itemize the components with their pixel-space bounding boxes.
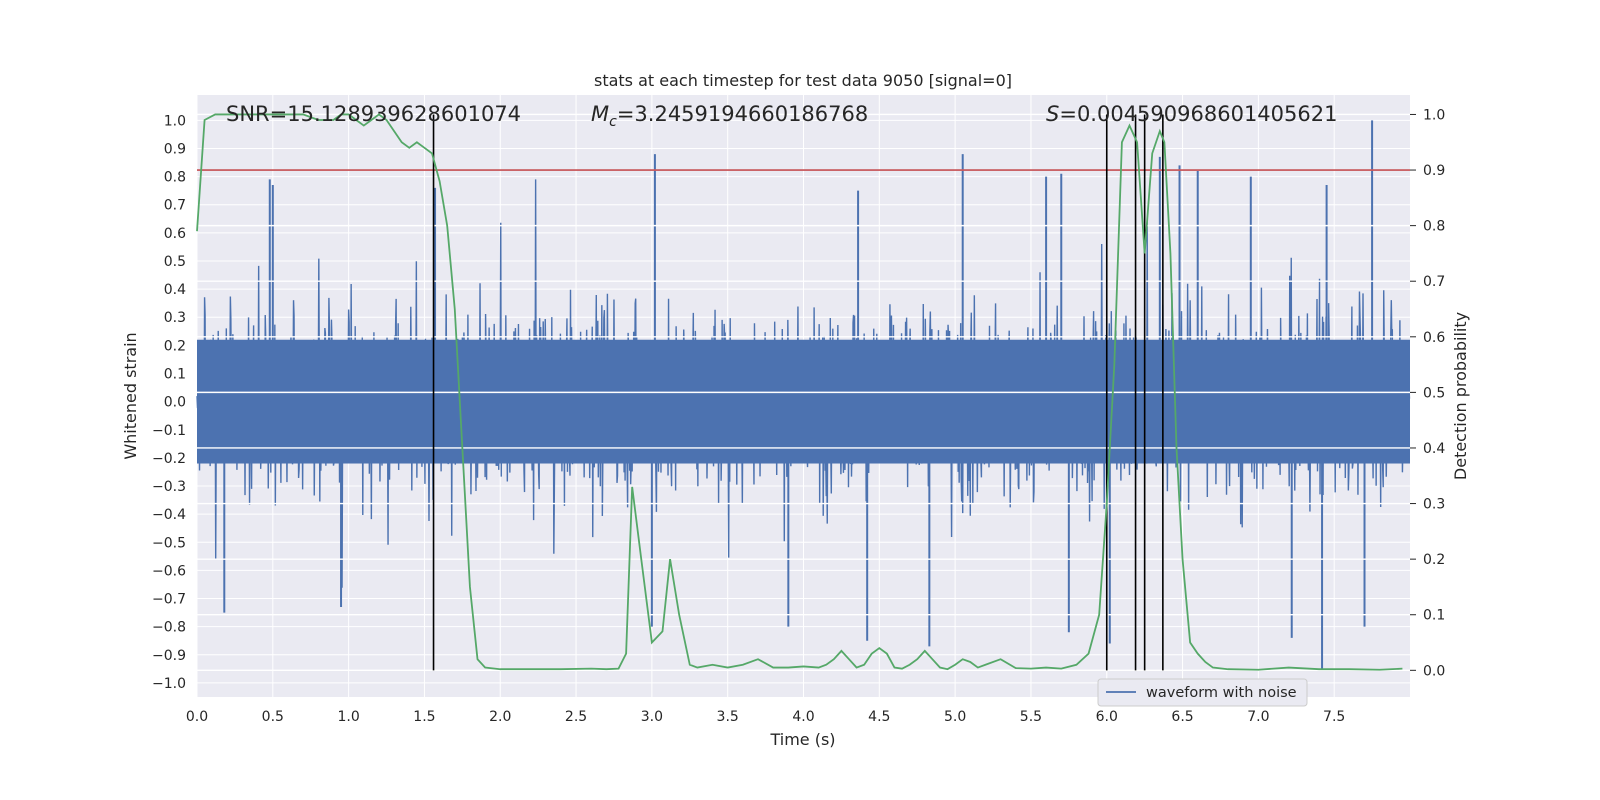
y2-tick-label: 0.0 <box>1423 663 1445 679</box>
waveform-core <box>197 339 1410 464</box>
y-tick-label: −0.9 <box>152 648 186 664</box>
x-tick-label: 1.0 <box>337 709 359 725</box>
chirp-mass-value: =3.2459194660186768 <box>617 102 868 126</box>
y-tick-label: 0.7 <box>164 198 186 214</box>
y-tick-label: −0.7 <box>152 592 186 608</box>
y-axis-label: Whitened strain <box>121 332 140 459</box>
y-tick-label: 0.1 <box>164 366 186 382</box>
y2-tick-labels: 1.0 0.9 0.8 0.7 0.6 0.5 0.4 0.3 0.2 0.1 0.0 <box>1410 107 1445 679</box>
s-value: =0.004590968601405621 <box>1059 102 1337 126</box>
chirp-mass-symbol: M <box>591 102 609 126</box>
snr-annotation: SNR=15.128939628601074 <box>226 102 521 126</box>
y2-tick-label: 0.9 <box>1423 163 1445 179</box>
s-annotation: S=0.004590968601405621 <box>1046 102 1337 126</box>
x-tick-label: 2.5 <box>565 709 587 725</box>
x-tick-label: 4.0 <box>792 709 814 725</box>
chirp-mass-subscript: c <box>609 114 617 130</box>
y2-axis-label: Detection probability <box>1451 312 1470 480</box>
x-tick-label: 5.5 <box>1020 709 1042 725</box>
y2-tick-label: 0.1 <box>1423 608 1445 624</box>
y-tick-label: 0.5 <box>164 254 186 270</box>
x-tick-label: 6.5 <box>1171 709 1193 725</box>
x-tick-label: 5.0 <box>944 709 966 725</box>
x-axis-label: Time (s) <box>769 730 835 749</box>
legend: waveform with noise <box>1097 678 1308 707</box>
x-tick-label: 0.5 <box>262 709 284 725</box>
y2-tick-label: 0.5 <box>1423 385 1445 401</box>
y-tick-label: −0.8 <box>152 620 186 636</box>
y2-tick-label: 0.2 <box>1423 552 1445 568</box>
y-tick-label: −1.0 <box>152 676 186 692</box>
x-tick-label: 2.0 <box>489 709 511 725</box>
chirp-mass-annotation: Mc=3.2459194660186768 <box>591 102 868 130</box>
y-tick-label: −0.3 <box>152 479 186 495</box>
y2-tick-label: 0.7 <box>1423 274 1445 290</box>
y-tick-label: 0.0 <box>164 395 186 411</box>
x-tick-label: 4.5 <box>868 709 890 725</box>
x-tick-label: 3.0 <box>641 709 663 725</box>
x-tick-label: 1.5 <box>413 709 435 725</box>
y-tick-label: −0.2 <box>152 451 186 467</box>
y2-tick-label: 0.3 <box>1423 497 1445 513</box>
y-tick-label: 0.9 <box>164 141 186 157</box>
y-tick-labels: 1.0 0.9 0.8 0.7 0.6 0.5 0.4 0.3 0.2 0.1 0.0 −0.1 −0.… <box>152 113 186 692</box>
y-tick-label: −0.6 <box>152 563 186 579</box>
y2-tick-label: 0.8 <box>1423 219 1445 235</box>
x-tick-label: 3.5 <box>717 709 739 725</box>
y2-tick-label: 0.6 <box>1423 330 1445 346</box>
event-markers <box>432 114 1164 671</box>
waveform-with-noise-series <box>196 120 1411 669</box>
legend-box <box>1097 678 1308 707</box>
y-tick-label: −0.1 <box>152 423 186 439</box>
y-tick-label: 0.2 <box>164 338 186 354</box>
x-tick-labels: 0.0 0.5 1.0 1.5 2.0 2.5 3.0 3.5 4.0 4.5 5.0 5.5 6.0 6… <box>186 709 1345 725</box>
legend-entry-waveform: waveform with noise <box>1146 685 1297 701</box>
x-tick-label: 6.0 <box>1096 709 1118 725</box>
detection-probability-series <box>196 113 1403 671</box>
chart-title: stats at each timestep for test data 905… <box>594 71 1012 90</box>
y-tick-label: 0.3 <box>164 310 186 326</box>
y2-tick-label: 0.4 <box>1423 441 1445 457</box>
y-tick-label: 0.8 <box>164 170 186 186</box>
y-tick-label: −0.4 <box>152 507 186 523</box>
x-tick-label: 7.0 <box>1247 709 1269 725</box>
y-tick-label: 0.4 <box>164 282 186 298</box>
x-tick-label: 7.5 <box>1323 709 1345 725</box>
y-tick-label: −0.5 <box>152 535 186 551</box>
y-tick-label: 1.0 <box>164 113 186 129</box>
y2-tick-label: 1.0 <box>1423 107 1445 123</box>
y-tick-label: 0.6 <box>164 226 186 242</box>
s-symbol: S <box>1046 102 1059 126</box>
x-tick-label: 0.0 <box>186 709 208 725</box>
